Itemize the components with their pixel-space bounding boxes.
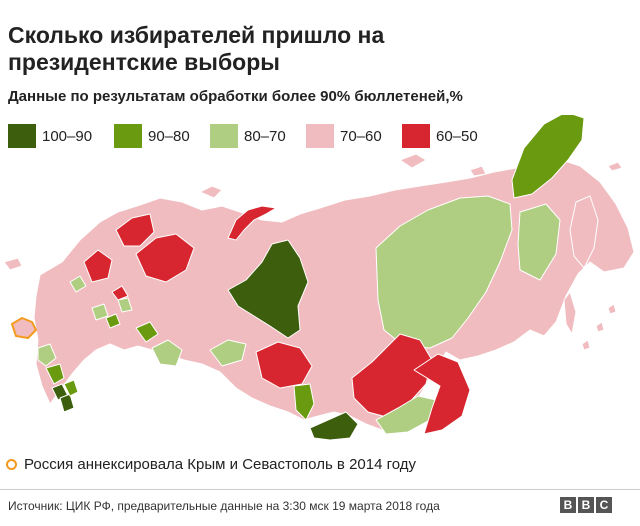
region-central-small-3	[105, 313, 121, 329]
region-kuril-1	[581, 339, 591, 351]
legend-swatch	[402, 124, 430, 148]
legend-swatch	[8, 124, 36, 148]
region-central-small-4	[117, 297, 133, 313]
region-central-small-1	[69, 275, 87, 293]
region-sakha	[375, 195, 513, 349]
bbc-logo-letter: B	[560, 497, 576, 513]
region-tyva	[309, 411, 359, 441]
crimea-note-text: Россия аннексировала Крым и Севастополь …	[24, 456, 417, 473]
region-sakhalin	[563, 291, 577, 335]
region-caucasus-green-2	[45, 363, 65, 385]
legend-label: 60–50	[436, 128, 478, 145]
legend-label: 70–60	[340, 128, 382, 145]
region-yamal	[227, 239, 309, 339]
source-text: Источник: ЦИК РФ, предварительные данные…	[8, 499, 440, 513]
region-wrangel-island	[607, 161, 623, 172]
region-central-small-2	[91, 303, 109, 321]
region-kemerovo	[293, 383, 315, 421]
region-kuril-3	[607, 303, 617, 315]
map-subtitle: Данные по результатам обработки более 90…	[8, 88, 463, 105]
region-magadan	[517, 203, 561, 281]
map-title: Сколько избирателей пришло на президентс…	[8, 22, 385, 75]
region-novaya-zemlya	[227, 205, 277, 241]
bbc-logo-letter: B	[578, 497, 594, 513]
circle-outline-icon	[6, 459, 17, 470]
bbc-logo-letter: C	[596, 497, 612, 513]
region-caucasus-dark-2	[59, 393, 75, 413]
region-kaliningrad	[3, 257, 23, 271]
region-zabaykalsky	[413, 353, 471, 435]
russia-turnout-map	[3, 115, 635, 441]
region-arctic-island-east	[469, 165, 487, 177]
legend-label: 80–70	[244, 128, 286, 145]
region-crimea	[11, 317, 37, 339]
region-caucasus-green-1	[37, 343, 57, 367]
region-kuril-2	[595, 321, 605, 333]
region-arctic-island-center	[399, 153, 427, 169]
region-karelia	[83, 249, 113, 283]
legend-label: 100–90	[42, 128, 93, 145]
legend-swatch	[114, 124, 142, 148]
legend-swatch	[210, 124, 238, 148]
region-arctic-island-west	[199, 185, 223, 199]
region-north-west-red	[115, 213, 155, 247]
region-chukotka	[511, 115, 585, 199]
footer-divider	[0, 489, 640, 490]
region-caucasus-green-3	[63, 379, 79, 397]
region-west-siberia-red	[255, 341, 313, 389]
region-volga-green	[209, 339, 247, 367]
region-kamchatka	[569, 195, 599, 269]
region-center-green	[151, 339, 183, 367]
legend-swatch	[306, 124, 334, 148]
legend-label: 90–80	[148, 128, 190, 145]
region-arkhangelsk	[135, 233, 195, 283]
region-pskov-area	[111, 285, 129, 301]
region-tatarstan	[135, 321, 159, 343]
